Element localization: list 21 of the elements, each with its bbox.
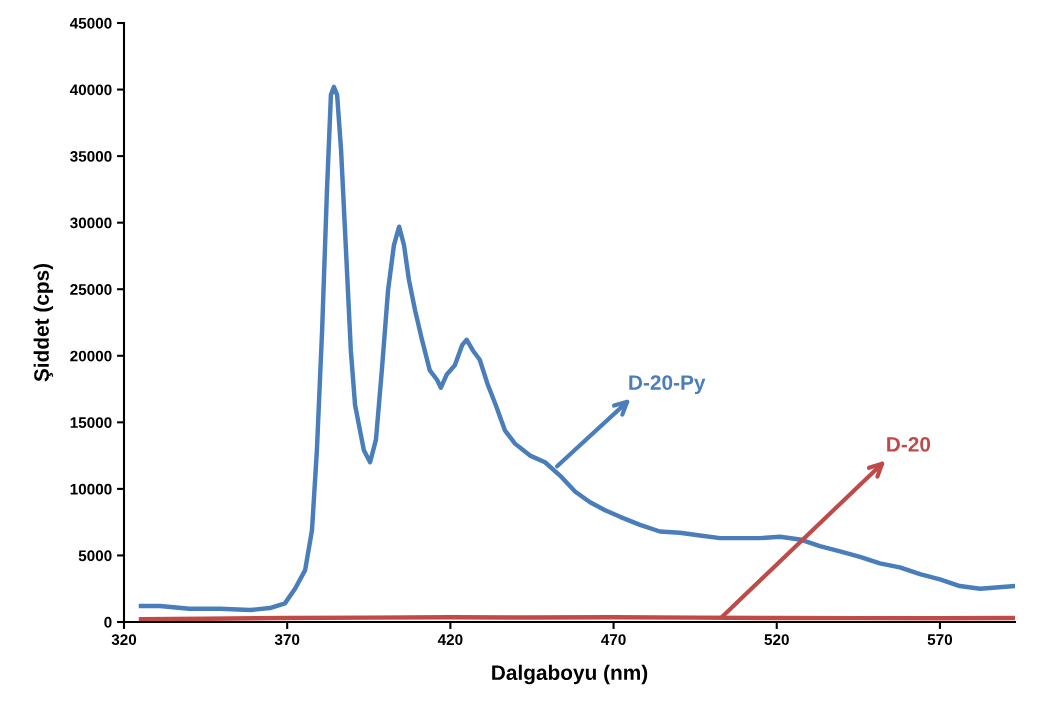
y-tick-label: 35000: [70, 150, 112, 162]
x-tick-label: 420: [437, 634, 463, 646]
y-tick-label: 20000: [70, 350, 112, 362]
annotation: D-20-Py: [629, 375, 706, 395]
x-tick-label: 320: [111, 634, 137, 646]
y-tick-label: 25000: [70, 284, 112, 295]
y-tick-label: 15000: [70, 417, 112, 429]
y-tick-label: 0: [104, 616, 112, 628]
x-axis-title: Dalgaboyu (nm): [492, 664, 648, 685]
x-tick-label: 370: [274, 634, 300, 646]
y-tick-label: 30000: [70, 217, 112, 229]
x-tick-label: 570: [927, 634, 953, 646]
x-tick-label: 520: [764, 634, 789, 646]
y-tick-label: 10000: [70, 483, 112, 495]
y-axis-title: Şiddet (cps): [33, 263, 54, 382]
y-tick-label: 5000: [78, 550, 112, 562]
annotation: D-20: [887, 436, 931, 452]
y-tick-label: 40000: [69, 84, 112, 96]
line-series: [138, 84, 1015, 613]
y-tick-label: 45000: [69, 17, 112, 29]
x-tick-label: 470: [601, 634, 626, 646]
